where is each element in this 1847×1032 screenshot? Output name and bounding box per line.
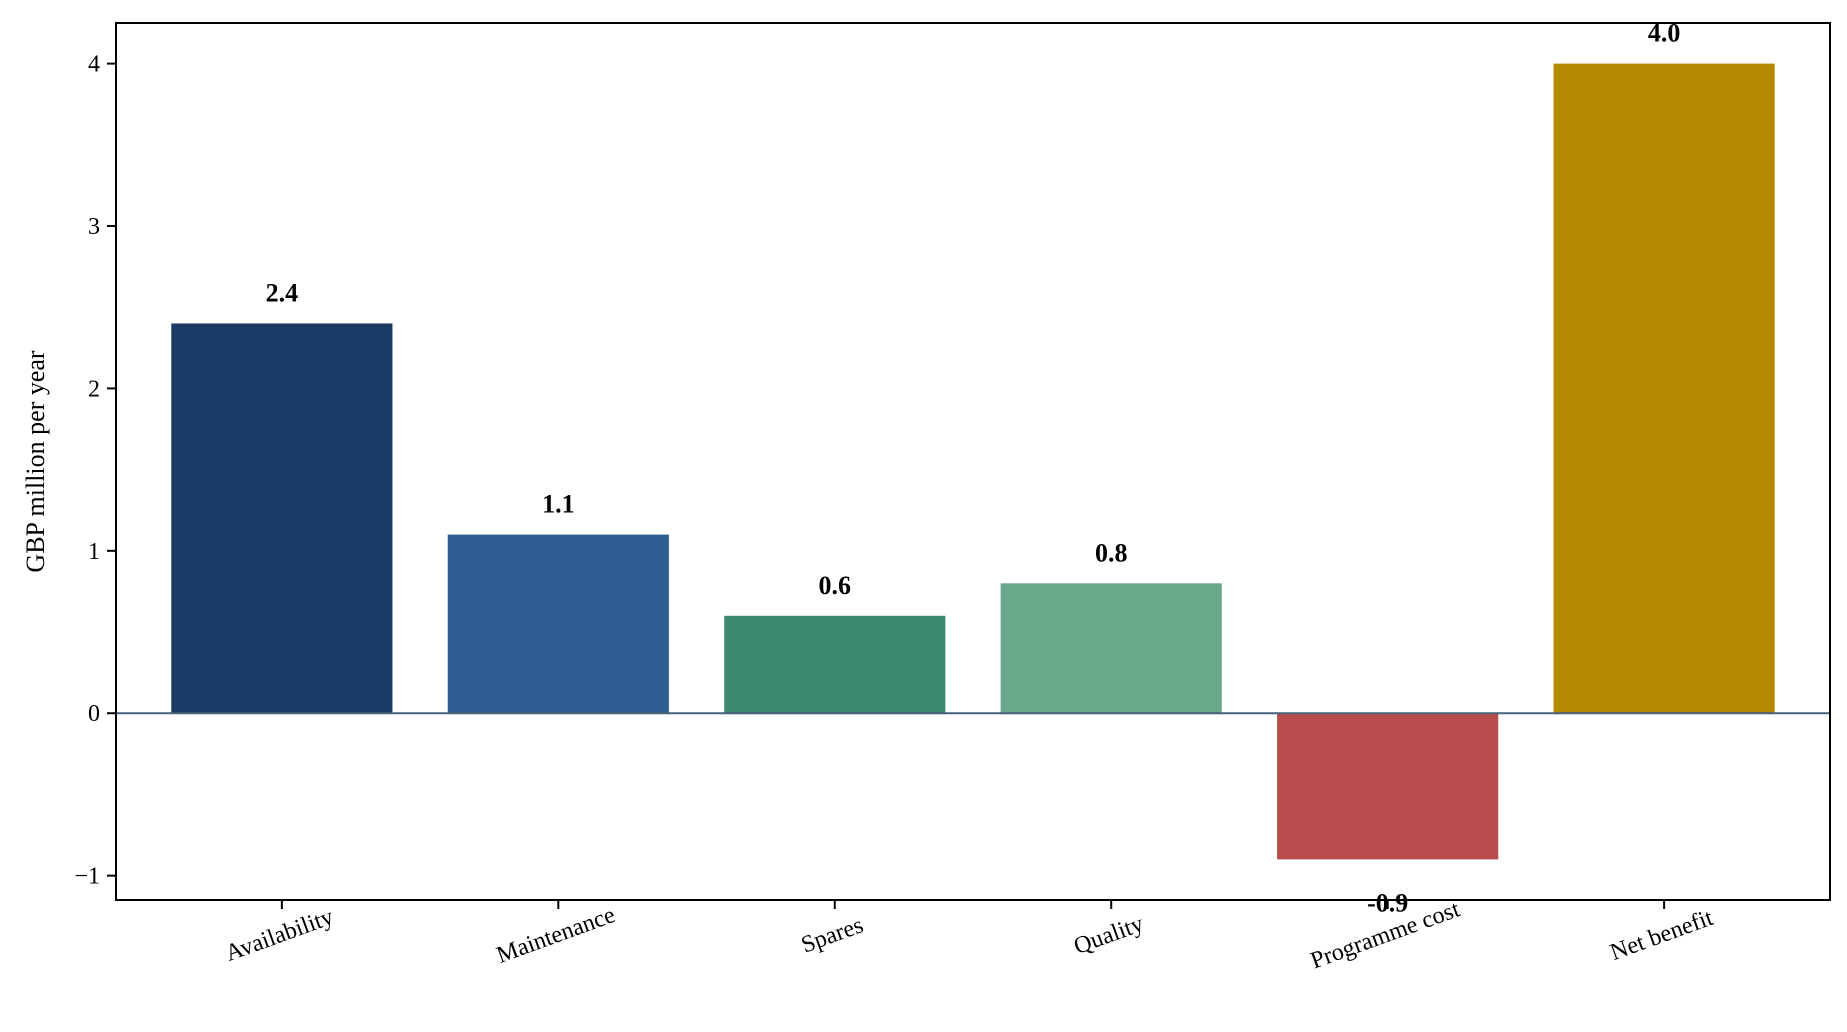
plot-frame [115, 22, 1831, 901]
bar-programme-cost [1277, 713, 1499, 860]
y-tick-label: 1 [88, 539, 100, 565]
y-tick-label: 0 [88, 701, 100, 727]
bar-spares [724, 615, 946, 714]
data-labels-layer: 2.4 1.1 0.6 0.8 -0.9 4.0 [266, 19, 1681, 918]
bars-layer [171, 63, 1775, 860]
y-axis: −1 0 1 2 3 4 [74, 52, 116, 890]
bar-quality [1000, 583, 1222, 714]
data-label: 1.1 [542, 490, 575, 519]
data-label: 4.0 [1648, 19, 1681, 48]
x-axis: Availability Maintenance Spares Quality Prog… [222, 896, 1717, 974]
bar-availability [171, 323, 393, 714]
y-tick-label: 2 [88, 376, 100, 402]
y-axis-title: GBP million per year [21, 350, 50, 573]
x-tick-label: Maintenance [493, 902, 618, 969]
data-label: 0.8 [1095, 538, 1128, 567]
x-tick-label: Availability [222, 904, 337, 967]
x-tick-label: Spares [798, 912, 867, 958]
data-label: -0.9 [1367, 888, 1408, 917]
bar-maintenance [447, 534, 669, 714]
bar-net-benefit [1553, 63, 1775, 714]
data-label: 0.6 [819, 571, 852, 600]
y-tick-label: 3 [88, 214, 100, 240]
y-tick-label: −1 [74, 864, 100, 890]
x-tick-label: Net benefit [1607, 905, 1717, 966]
x-tick-label: Quality [1071, 911, 1148, 960]
y-tick-label: 4 [88, 52, 100, 78]
data-label: 2.4 [266, 278, 299, 307]
